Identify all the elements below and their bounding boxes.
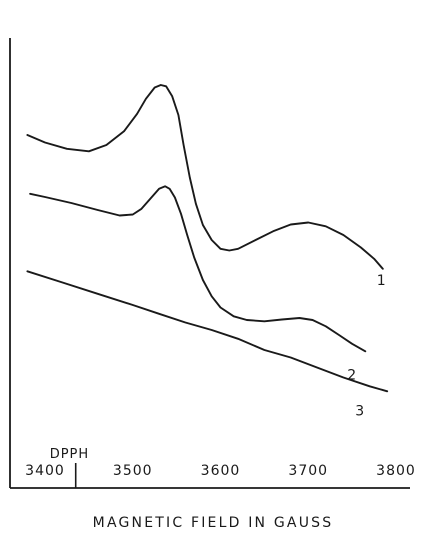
x-tick-label-3800: 3800 (376, 463, 416, 479)
dpph-label: DPPH (50, 447, 89, 462)
x-axis-label: MAGNETIC FIELD IN GAUSS (93, 515, 334, 531)
series-2-curve (29, 185, 367, 353)
series-2-label: 2 (347, 367, 356, 383)
curve-labels: 1 2 3 (347, 273, 385, 420)
x-tick-label-3400: 3400 (25, 463, 65, 479)
x-tick-label-3600: 3600 (201, 463, 241, 479)
series-1-label: 1 (377, 273, 386, 289)
x-tick-label-3700: 3700 (288, 463, 328, 479)
x-tick-labels: 3400 3500 3600 3700 3800 (25, 463, 416, 479)
x-tick-label-3500: 3500 (113, 463, 153, 479)
series-layer (26, 84, 389, 393)
series-3-curve (26, 270, 389, 393)
series-1-curve (26, 84, 384, 270)
series-3-label: 3 (355, 403, 364, 419)
